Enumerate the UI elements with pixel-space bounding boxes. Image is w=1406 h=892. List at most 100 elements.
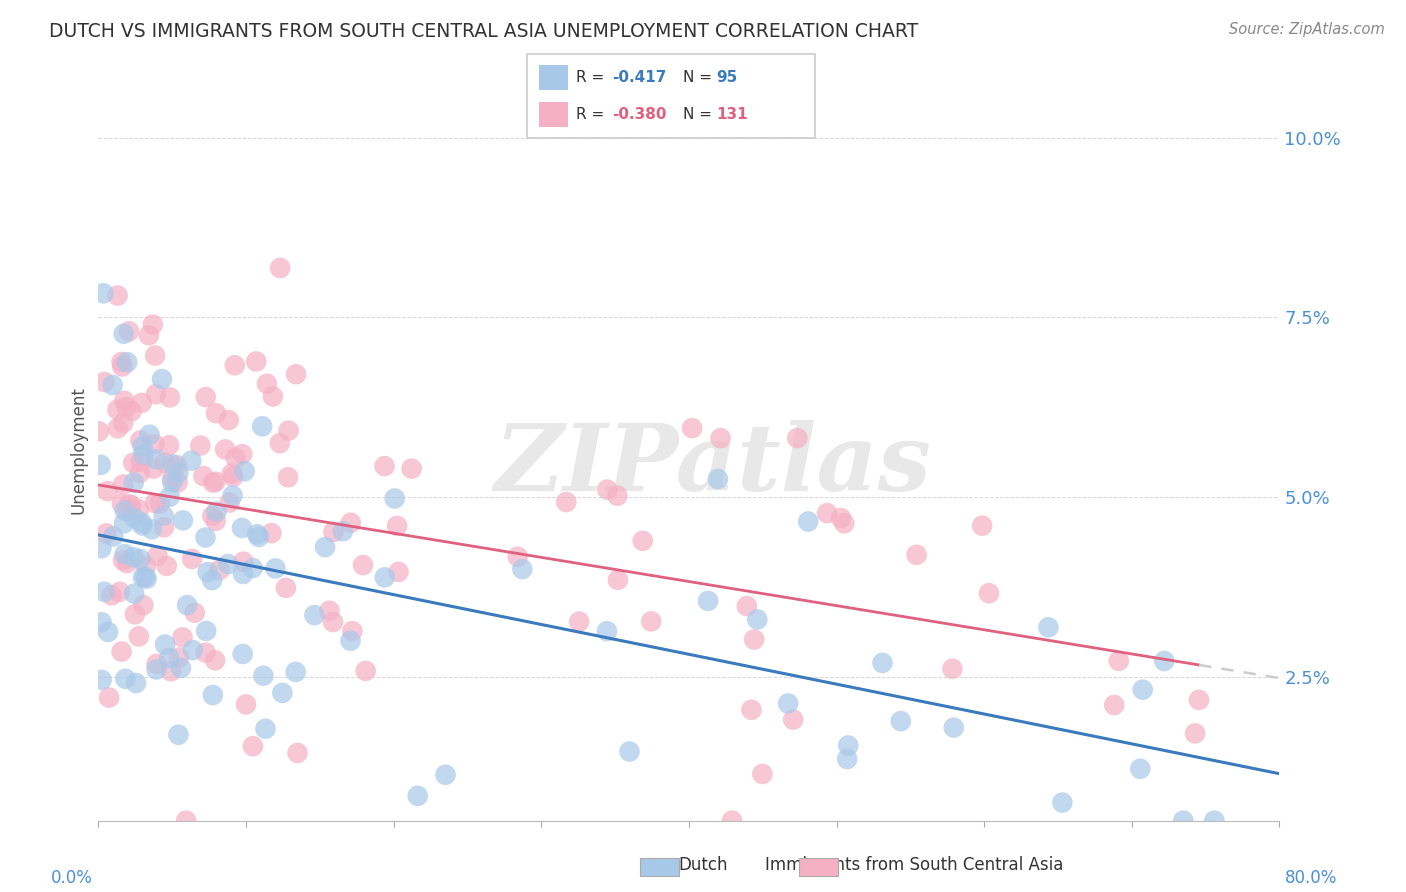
Point	[221, 467, 243, 481]
Point	[174, 814, 197, 828]
Point	[156, 558, 179, 573]
Point	[314, 540, 336, 554]
Point	[138, 427, 160, 442]
Point	[167, 650, 190, 665]
Point	[131, 396, 153, 410]
Point	[322, 524, 344, 539]
Point	[434, 768, 457, 782]
Point	[124, 607, 146, 622]
Point	[93, 286, 115, 301]
Point	[204, 475, 226, 489]
Point	[385, 519, 408, 533]
Point	[145, 662, 167, 676]
Text: 0.0%: 0.0%	[51, 869, 93, 887]
Point	[339, 516, 361, 530]
Point	[114, 503, 136, 517]
Point	[815, 506, 838, 520]
Point	[197, 565, 219, 579]
Point	[114, 547, 136, 561]
Point	[193, 469, 215, 483]
Point	[172, 630, 194, 644]
Point	[87, 425, 110, 439]
Point	[735, 599, 758, 613]
Point	[162, 475, 184, 490]
Point	[167, 728, 190, 742]
Point	[606, 489, 628, 503]
Point	[709, 431, 731, 445]
Point	[107, 288, 129, 302]
Point	[271, 686, 294, 700]
Point	[176, 598, 198, 612]
Point	[128, 630, 150, 644]
Point	[233, 464, 256, 478]
Point	[905, 548, 928, 562]
Point	[218, 495, 240, 509]
Y-axis label: Unemployment: Unemployment	[69, 386, 87, 515]
Point	[555, 495, 578, 509]
Point	[751, 767, 773, 781]
Text: R =: R =	[576, 70, 605, 85]
Point	[107, 402, 129, 417]
Point	[247, 530, 270, 544]
Point	[118, 498, 141, 512]
Point	[260, 526, 283, 541]
Point	[262, 389, 284, 403]
Point	[129, 466, 152, 480]
Point	[208, 563, 231, 577]
Point	[977, 586, 1000, 600]
Point	[224, 358, 246, 372]
Point	[131, 518, 153, 533]
Point	[204, 653, 226, 667]
Text: ZIPatlas: ZIPatlas	[494, 420, 931, 510]
Point	[132, 448, 155, 462]
Point	[115, 556, 138, 570]
Point	[166, 458, 188, 473]
Bar	[538, 64, 568, 90]
Point	[972, 518, 994, 533]
Point	[1129, 762, 1152, 776]
Point	[160, 665, 183, 679]
Point	[112, 326, 135, 341]
Point	[120, 498, 142, 512]
Point	[141, 522, 163, 536]
Point	[90, 458, 112, 472]
Point	[596, 624, 619, 639]
Point	[131, 516, 153, 530]
Point	[201, 508, 224, 523]
Point	[246, 527, 269, 541]
Point	[90, 541, 112, 556]
Point	[167, 466, 190, 480]
Point	[373, 459, 395, 474]
Point	[384, 491, 406, 506]
Point	[143, 349, 166, 363]
Point	[225, 450, 247, 465]
Point	[640, 615, 662, 629]
Point	[103, 529, 125, 543]
Point	[93, 375, 115, 389]
Point	[1132, 682, 1154, 697]
Point	[153, 520, 176, 534]
Point	[157, 651, 180, 665]
Point	[232, 555, 254, 569]
Text: N =: N =	[683, 107, 711, 122]
Point	[721, 814, 744, 828]
Point	[1038, 620, 1060, 634]
Point	[352, 558, 374, 572]
Point	[117, 504, 139, 518]
Point	[250, 419, 273, 434]
Point	[108, 584, 131, 599]
Point	[135, 572, 157, 586]
Point	[162, 458, 184, 472]
Point	[235, 698, 257, 712]
Point	[284, 665, 307, 679]
Point	[194, 646, 217, 660]
Point	[778, 697, 800, 711]
Point	[837, 739, 859, 753]
Point	[160, 471, 183, 485]
Point	[205, 406, 228, 420]
Point	[129, 455, 152, 469]
Point	[374, 570, 396, 584]
Point	[111, 497, 134, 511]
Point	[110, 644, 132, 658]
Point	[131, 440, 153, 454]
